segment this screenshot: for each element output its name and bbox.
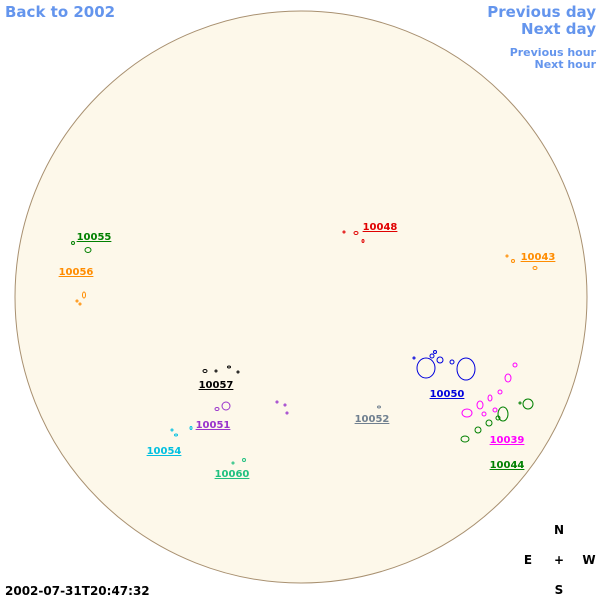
sunspot [78,302,82,306]
sunspot [485,419,493,427]
sunspot [214,407,220,411]
sunspot [495,415,501,421]
sunspot [227,365,231,369]
sunspot [283,403,287,407]
sunspot [433,350,437,354]
sunspot [202,369,208,373]
sunspot [412,356,416,360]
region-label[interactable]: 10054 [147,446,182,457]
sunspot [474,426,482,434]
sunspot [481,411,487,417]
sunspot [476,400,484,410]
region-label[interactable]: 10051 [196,420,231,431]
region-label[interactable]: 10050 [430,389,465,400]
sunspot [512,362,518,368]
sunspot [221,401,231,411]
sunspot [84,247,92,253]
sunspot [275,400,279,404]
sunspot [456,357,476,381]
sunspot [504,373,512,383]
compass-west: W [582,553,595,567]
previous-hour-link[interactable]: Previous hour [510,46,597,59]
sunspot [436,356,444,364]
sunspot [511,259,515,263]
compass-south: S [555,583,564,597]
sunspot [353,231,359,235]
sunspot [518,401,522,405]
sunspot [497,406,509,422]
previous-day-link[interactable]: Previous day [487,3,596,21]
sunspot [236,370,240,374]
region-label[interactable]: 10052 [355,414,390,425]
sunspot [189,426,193,430]
region-label[interactable]: 10044 [490,460,525,471]
region-label[interactable]: 10043 [521,252,556,263]
sunspot [75,299,79,303]
compass-east: E [524,553,532,567]
sunspot [460,435,470,443]
region-label[interactable]: 10056 [59,267,94,278]
compass-center: + [554,553,564,567]
sunspot [487,394,493,402]
sunspot [532,266,538,270]
sunspot [342,230,346,234]
region-label[interactable]: 10039 [490,435,525,446]
sunspot [505,254,509,258]
region-label[interactable]: 10060 [215,469,250,480]
sunspot [231,461,235,465]
sunspot [449,359,455,365]
sunspot [214,369,218,373]
solar-disk [14,10,588,584]
sunspot [174,433,178,437]
sunspot [492,407,498,413]
sunspot [522,398,534,410]
next-hour-link[interactable]: Next hour [535,58,597,71]
back-link[interactable]: Back to 2002 [5,3,115,21]
timestamp: 2002-07-31T20:47:32 [5,584,150,598]
sunspot [71,241,75,245]
blobs [71,230,538,465]
next-day-link[interactable]: Next day [521,20,596,38]
sunspot [242,458,246,462]
sunspot [170,428,174,432]
sunspot [377,405,381,409]
sunspot [461,408,473,418]
region-label[interactable]: 10055 [77,232,112,243]
sunspot [429,353,435,359]
compass-north: N [554,523,564,537]
sunspot [497,389,503,395]
region-label[interactable]: 10057 [199,380,234,391]
sunspot [361,239,365,243]
sunspot [82,291,86,299]
region-labels: 10055 10056 10048 10043 10057 10051 10052 10050… [59,222,556,480]
sunspot [416,357,436,379]
sunspot [285,411,289,415]
region-label[interactable]: 10048 [363,222,398,233]
